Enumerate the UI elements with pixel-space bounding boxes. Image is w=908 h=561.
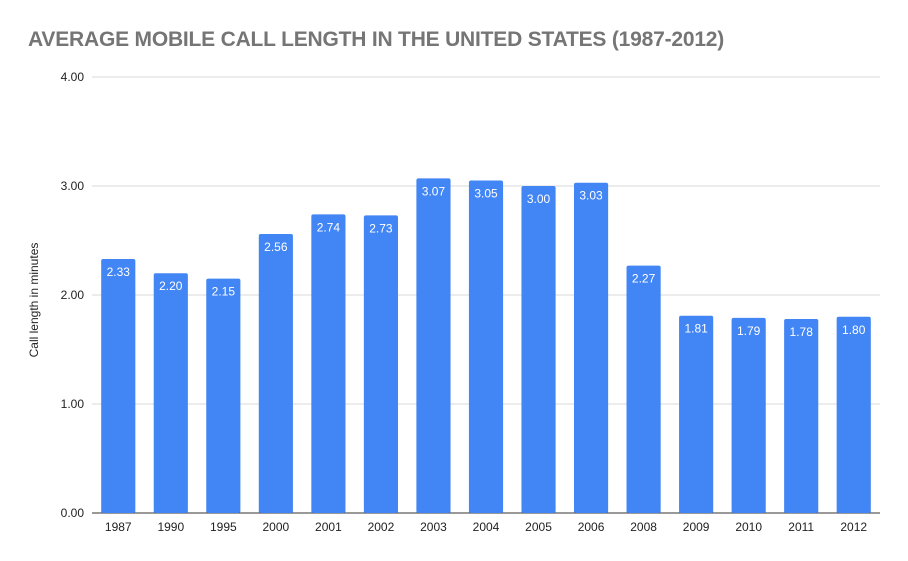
x-tick-label: 1987 — [105, 520, 132, 534]
bar — [101, 259, 136, 513]
bar — [468, 180, 504, 514]
y-tick-label: 3.00 — [61, 179, 85, 193]
x-tick-label: 1990 — [157, 520, 184, 534]
data-label: 2.74 — [317, 220, 341, 234]
data-label: 2.73 — [369, 221, 393, 235]
bar — [573, 182, 609, 514]
y-tick-label: 1.00 — [61, 397, 85, 411]
x-tick-label: 2008 — [630, 520, 657, 534]
data-label: 2.20 — [159, 279, 183, 293]
data-label: 3.03 — [579, 189, 603, 203]
data-label: 2.27 — [632, 272, 656, 286]
y-tick-label: 4.00 — [61, 70, 85, 84]
x-tick-label: 2004 — [473, 520, 500, 534]
chart-title: AVERAGE MOBILE CALL LENGTH IN THE UNITED… — [28, 28, 725, 51]
data-label: 1.81 — [684, 322, 708, 336]
bar — [784, 318, 819, 513]
bar — [153, 273, 188, 513]
data-label: 3.05 — [474, 187, 498, 201]
x-tick-label: 2009 — [683, 520, 710, 534]
bar — [836, 316, 871, 513]
axes: 0.00 1.00 2.00 3.00 4.00 1987 1990 1995 2000 2001… — [61, 70, 868, 534]
data-label: 3.07 — [422, 184, 446, 198]
x-tick-label: 2000 — [263, 520, 290, 534]
x-tick-label: 2010 — [735, 520, 762, 534]
data-label: 3.00 — [527, 192, 551, 206]
y-axis-title: Call length in minutes — [27, 243, 41, 358]
bar — [416, 178, 451, 513]
x-tick-label: 2006 — [578, 520, 605, 534]
data-label: 1.80 — [842, 323, 866, 337]
bar — [626, 265, 661, 513]
x-tick-label: 1995 — [210, 520, 237, 534]
x-tick-label: 2001 — [315, 520, 342, 534]
bar — [311, 214, 346, 513]
data-label: 2.33 — [107, 265, 131, 279]
data-label: 1.79 — [737, 324, 761, 338]
x-tick-label: 2003 — [420, 520, 447, 534]
bar — [206, 278, 241, 513]
x-tick-label: 2002 — [368, 520, 395, 534]
data-label: 1.78 — [790, 325, 814, 339]
bars: 2.33 2.20 2.15 2.56 2.74 2.73 3.07 3.05 3.00 3.03… — [101, 178, 871, 514]
data-label: 2.56 — [264, 240, 288, 254]
bar — [679, 315, 714, 513]
x-tick-label: 2012 — [840, 520, 867, 534]
bar — [258, 233, 293, 513]
x-tick-label: 2011 — [788, 520, 814, 534]
bar — [731, 317, 766, 513]
bar — [521, 186, 556, 513]
y-tick-label: 2.00 — [61, 288, 85, 302]
y-tick-label: 0.00 — [61, 506, 85, 520]
bar — [363, 215, 399, 513]
data-label: 2.15 — [212, 285, 236, 299]
x-tick-label: 2005 — [525, 520, 552, 534]
